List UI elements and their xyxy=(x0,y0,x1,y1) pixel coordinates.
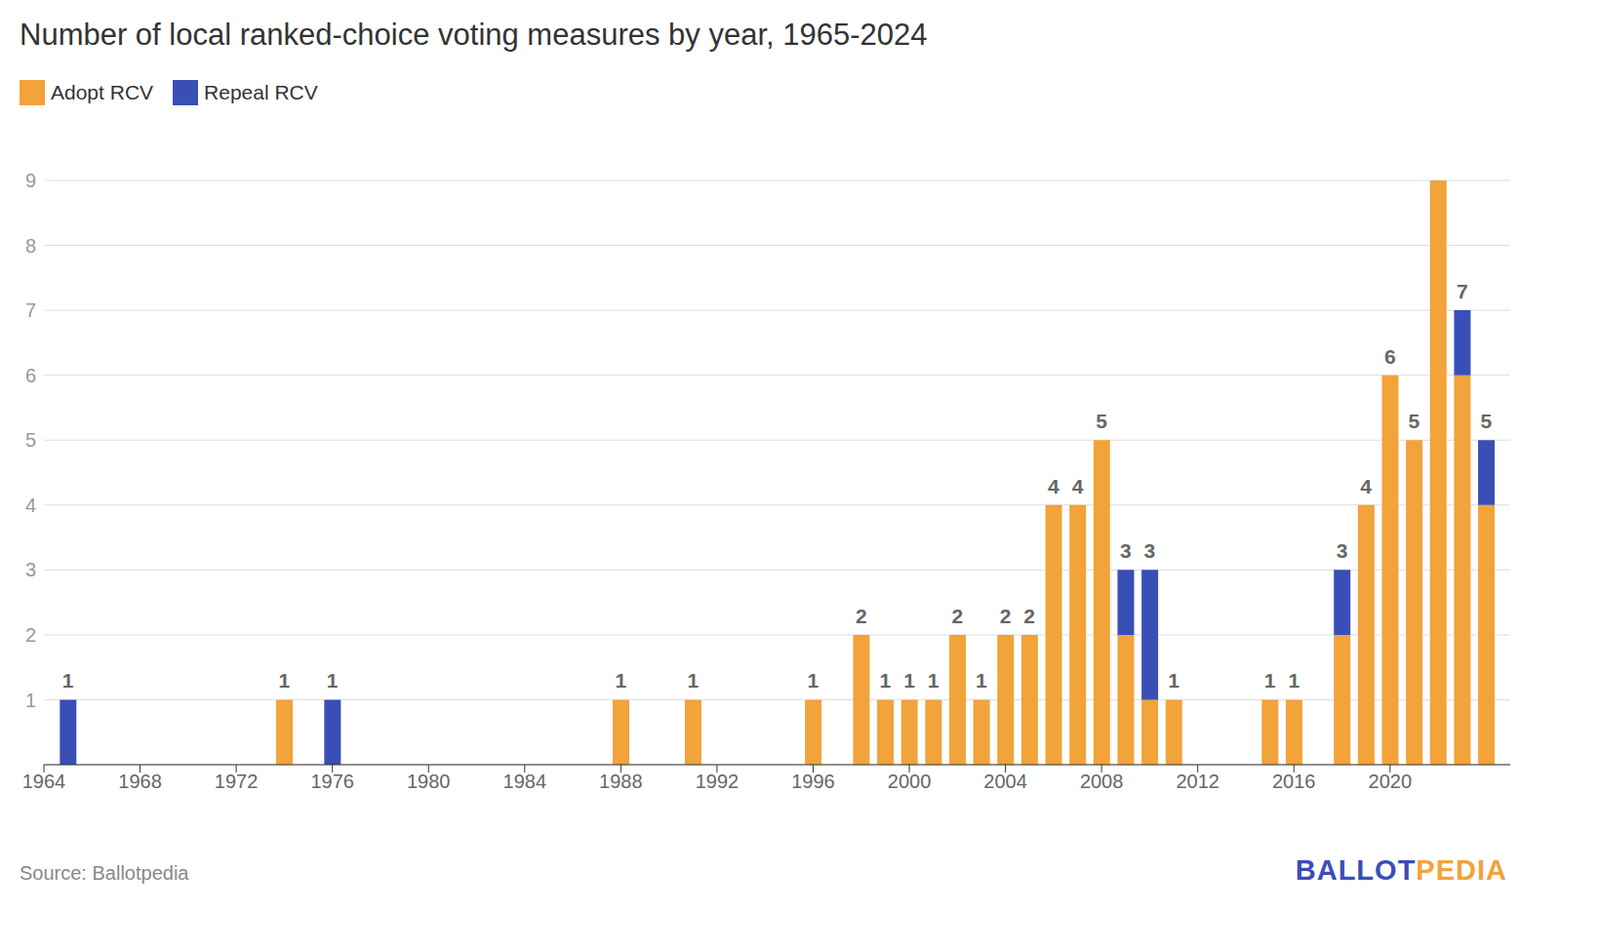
svg-text:7: 7 xyxy=(1456,280,1469,303)
svg-text:5: 5 xyxy=(1480,409,1493,433)
svg-text:1992: 1992 xyxy=(695,770,740,793)
svg-text:1: 1 xyxy=(279,669,291,692)
svg-text:8: 8 xyxy=(25,235,37,257)
svg-text:3: 3 xyxy=(1144,539,1157,562)
svg-text:1: 1 xyxy=(1264,669,1277,692)
svg-text:5: 5 xyxy=(1408,409,1421,433)
svg-text:2: 2 xyxy=(855,604,868,628)
svg-text:2000: 2000 xyxy=(887,770,932,793)
svg-text:2: 2 xyxy=(25,624,37,646)
svg-text:6: 6 xyxy=(1384,345,1397,368)
svg-text:2012: 2012 xyxy=(1175,770,1220,793)
svg-text:2020: 2020 xyxy=(1368,770,1413,793)
svg-text:1972: 1972 xyxy=(214,770,259,793)
svg-text:2016: 2016 xyxy=(1272,770,1317,793)
html-text:Repeal RCV: Repeal RCV xyxy=(204,80,318,104)
svg-text:2004: 2004 xyxy=(983,770,1028,793)
svg-text:1: 1 xyxy=(326,669,339,692)
svg-text:1: 1 xyxy=(1287,669,1300,692)
svg-text:1968: 1968 xyxy=(118,770,162,793)
svg-text:4: 4 xyxy=(1047,475,1060,498)
svg-text:1: 1 xyxy=(25,689,37,712)
svg-text:1976: 1976 xyxy=(310,770,355,793)
svg-text:1: 1 xyxy=(975,669,988,692)
svg-text:2: 2 xyxy=(1000,604,1012,628)
svg-text:1988: 1988 xyxy=(599,770,643,793)
html-text:Adopt RCV: Adopt RCV xyxy=(50,80,154,104)
svg-text:2: 2 xyxy=(1023,604,1036,628)
svg-text:1: 1 xyxy=(807,669,820,692)
svg-text:1: 1 xyxy=(686,669,699,692)
svg-text:1984: 1984 xyxy=(503,770,548,793)
svg-text:1964: 1964 xyxy=(22,770,67,793)
html-text:BALLOT PEDIA: BALLOT PEDIA xyxy=(1295,854,1508,886)
svg-text:3: 3 xyxy=(1120,539,1132,562)
html-text:Number of local ranked-choice: Number of local ranked-choice voting mea… xyxy=(19,17,928,52)
svg-text:5: 5 xyxy=(1095,409,1108,433)
svg-text:1: 1 xyxy=(903,669,916,692)
html-text:Source: Ballotpedia: Source: Ballotpedia xyxy=(19,862,189,884)
svg-text:2: 2 xyxy=(951,604,963,628)
svg-text:4: 4 xyxy=(25,494,37,517)
svg-text:1980: 1980 xyxy=(406,770,451,793)
svg-text:5: 5 xyxy=(25,429,37,451)
svg-text:2008: 2008 xyxy=(1080,770,1124,793)
svg-text:1: 1 xyxy=(927,669,940,692)
svg-text:1: 1 xyxy=(615,669,628,692)
svg-text:3: 3 xyxy=(1336,539,1349,562)
svg-text:6: 6 xyxy=(25,364,37,387)
svg-text:1: 1 xyxy=(1167,669,1180,692)
svg-text:4: 4 xyxy=(1360,475,1372,498)
svg-text:1: 1 xyxy=(880,669,892,692)
svg-text:1996: 1996 xyxy=(791,770,836,793)
svg-text:9: 9 xyxy=(25,169,37,192)
svg-text:1: 1 xyxy=(62,669,75,692)
svg-text:3: 3 xyxy=(25,559,37,581)
svg-text:4: 4 xyxy=(1072,475,1084,498)
svg-text:7: 7 xyxy=(25,299,37,321)
